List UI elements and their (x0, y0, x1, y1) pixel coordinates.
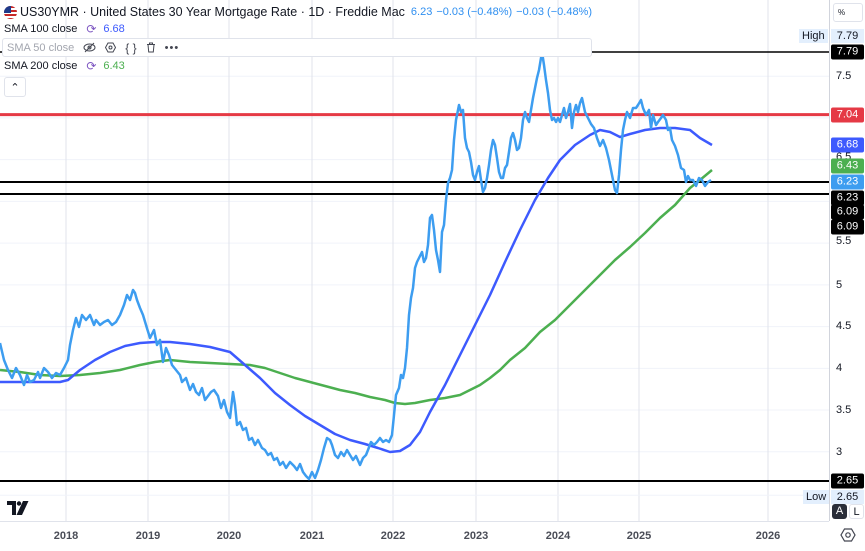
price-change: −0.03 (−0.48%) (436, 6, 513, 18)
price-tick: 5 (836, 279, 843, 291)
eye-hidden-icon[interactable] (83, 42, 96, 53)
price-change-secondary: −0.03 (−0.48%) (516, 6, 593, 18)
low-line-tag: 2.65 (831, 473, 864, 489)
time-axis[interactable]: 2018 2019 2020 2021 2022 2023 2024 2025 2026 (0, 521, 829, 551)
price-axis[interactable]: % 7.5 6.5 5.5 5 4.5 4 3.5 3 7.79 7.79 7.04 6.68… (829, 0, 865, 521)
price-tick: 3 (836, 446, 843, 458)
price-tick: 7.5 (836, 70, 852, 82)
log-scale-button[interactable]: L (849, 504, 864, 519)
indicator-name: SMA 200 close (4, 60, 78, 72)
time-tick: 2023 (463, 530, 489, 542)
line-a-tag: 6.23 (831, 190, 864, 206)
symbol-title[interactable]: US30YMR · United States 30 Year Mortgage… (20, 5, 405, 19)
us-flag-icon (4, 5, 17, 19)
time-tick: 2021 (299, 530, 325, 542)
high-label: High (799, 29, 828, 43)
line-c-tag: 6.09 (831, 219, 864, 235)
refresh-icon[interactable]: ⟳ (86, 59, 97, 73)
trash-icon[interactable] (146, 42, 156, 53)
indicator-name: SMA 100 close (4, 23, 78, 35)
time-tick: 2025 (626, 530, 652, 542)
last-price: 6.23 (410, 6, 433, 18)
chevron-up-icon: ⌃ (10, 81, 20, 94)
price-chart-canvas[interactable] (0, 0, 829, 521)
auto-scale-button[interactable]: A (832, 504, 847, 519)
symbol-title-row[interactable]: US30YMR · United States 30 Year Mortgage… (4, 4, 592, 20)
time-tick: 2024 (545, 530, 571, 542)
source-code-icon[interactable]: { } (125, 40, 137, 55)
indicator-value: 6.68 (103, 23, 125, 35)
high-line-tag: 7.79 (831, 44, 864, 60)
time-tick: 2022 (380, 530, 406, 542)
time-tick: 2018 (53, 530, 79, 542)
sma200-line (0, 169, 713, 406)
low-label: Low (803, 490, 829, 504)
price-tick: 4 (836, 362, 843, 374)
unit-selector[interactable]: % (833, 3, 863, 22)
price-tick: 4.5 (836, 320, 852, 332)
high-value: 7.79 (831, 29, 864, 43)
settings-icon[interactable] (105, 42, 117, 53)
refresh-icon[interactable]: ⟳ (86, 22, 97, 36)
indicator-sma200[interactable]: SMA 200 close ⟳ 6.43 (4, 57, 592, 75)
indicator-sma50[interactable]: SMA 50 close { } ••• (2, 38, 593, 57)
last-price-tag: 6.23 (831, 174, 864, 190)
line-b-tag: 6.09 (831, 204, 864, 220)
time-tick: 2026 (755, 530, 781, 542)
time-tick: 2020 (216, 530, 242, 542)
sma100-line (0, 126, 713, 454)
indicator-name: SMA 50 close (7, 41, 75, 54)
legend: US30YMR · United States 30 Year Mortgage… (2, 4, 593, 97)
indicator-value: 6.43 (103, 60, 125, 72)
sma200-tag: 6.43 (831, 158, 864, 174)
red-line-tag: 7.04 (831, 107, 864, 123)
indicator-sma100[interactable]: SMA 100 close ⟳ 6.68 (4, 20, 592, 38)
price-tick: 5.5 (836, 235, 852, 247)
collapse-legend-button[interactable]: ⌃ (4, 77, 26, 97)
price-tick: 3.5 (836, 404, 852, 416)
low-value: 2.65 (831, 490, 864, 504)
chart-settings-icon[interactable] (840, 527, 856, 543)
tradingview-logo[interactable] (7, 501, 29, 519)
chart-pane[interactable]: US30YMR · United States 30 Year Mortgage… (0, 0, 829, 521)
price-line (0, 50, 712, 481)
more-icon[interactable]: ••• (164, 41, 180, 54)
sma100-tag: 6.68 (831, 137, 864, 153)
time-tick: 2019 (135, 530, 161, 542)
